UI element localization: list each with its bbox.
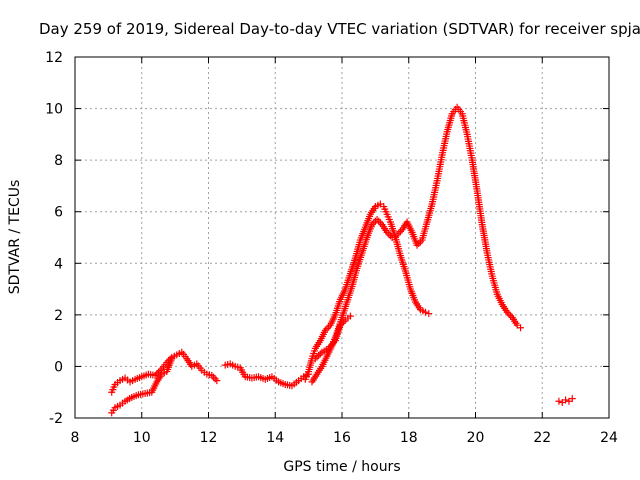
y-tick-label: 6 xyxy=(54,205,63,221)
data-point xyxy=(213,377,221,385)
series-arc-2 xyxy=(221,360,313,390)
data-point xyxy=(393,231,401,239)
data-point-fill xyxy=(325,323,333,331)
x-tick-label: 18 xyxy=(400,430,418,446)
series-arc-1-upper xyxy=(108,348,221,396)
data-point xyxy=(562,396,570,404)
series-arc-4 xyxy=(555,395,576,407)
y-tick-label: 0 xyxy=(54,359,63,375)
y-tick-label: 4 xyxy=(54,256,63,272)
data-point xyxy=(168,355,176,363)
data-point xyxy=(311,355,319,363)
data-point xyxy=(517,324,525,332)
x-tick-label: 12 xyxy=(200,430,218,446)
series-arc-3-rising xyxy=(301,200,433,383)
x-tick-label: 14 xyxy=(266,430,284,446)
x-tick-label: 16 xyxy=(333,430,351,446)
x-tick-label: 20 xyxy=(467,430,485,446)
data-point-fill xyxy=(416,238,424,246)
data-point xyxy=(321,326,329,334)
x-tick-label: 22 xyxy=(533,430,551,446)
y-tick-label: -2 xyxy=(49,411,63,427)
data-point xyxy=(555,397,563,405)
data-point-fill xyxy=(211,375,219,383)
y-tick-label: 12 xyxy=(45,50,63,66)
x-tick-labels: 8 10 12 14 16 18 20 22 24 xyxy=(71,430,618,446)
data-points xyxy=(108,103,576,417)
data-point xyxy=(413,241,421,249)
data-point xyxy=(425,310,433,318)
data-point-fill xyxy=(323,325,331,333)
data-point-fill xyxy=(507,312,515,320)
data-point xyxy=(346,312,354,320)
data-point-fill xyxy=(385,230,393,238)
series-arc-1-lower xyxy=(108,355,176,417)
data-point xyxy=(151,371,159,379)
data-point-fill xyxy=(340,318,348,326)
y-tick-label: 2 xyxy=(54,308,63,324)
series-arc-3-second xyxy=(308,103,525,386)
data-point xyxy=(383,228,391,236)
data-point-fill xyxy=(315,351,323,359)
data-point xyxy=(208,371,216,379)
data-point-fill xyxy=(210,373,218,381)
data-point xyxy=(568,395,576,403)
x-tick-label: 24 xyxy=(600,430,618,446)
data-point-fill xyxy=(370,219,378,227)
data-point xyxy=(421,308,429,316)
data-point-fill xyxy=(396,227,404,235)
x-tick-label: 8 xyxy=(71,430,80,446)
y-tick-label: 8 xyxy=(54,153,63,169)
data-point-fill xyxy=(415,240,423,248)
y-tick-labels: -2 0 2 4 6 8 10 12 xyxy=(45,50,63,427)
data-point-fill xyxy=(375,217,383,225)
data-point-fill xyxy=(505,310,513,318)
data-point xyxy=(503,308,511,316)
data-point-fill xyxy=(338,319,346,327)
data-point xyxy=(368,221,376,229)
axis-ticks xyxy=(74,56,610,419)
y-tick-label: 10 xyxy=(45,102,63,118)
data-point xyxy=(373,215,381,223)
x-axis-label: GPS time / hours xyxy=(283,459,400,475)
data-point-fill xyxy=(316,350,324,358)
data-point-fill xyxy=(395,229,403,237)
x-tick-label: 10 xyxy=(133,430,151,446)
grid-lines xyxy=(75,57,609,418)
chart-title: Day 259 of 2019, Sidereal Day-to-day VTE… xyxy=(39,20,640,38)
data-point xyxy=(336,321,344,329)
data-point-fill xyxy=(376,219,384,227)
data-point-fill xyxy=(313,353,321,361)
y-axis-label: SDTVAR / TECUs xyxy=(7,180,23,295)
series-arc-3-branch xyxy=(311,312,354,363)
